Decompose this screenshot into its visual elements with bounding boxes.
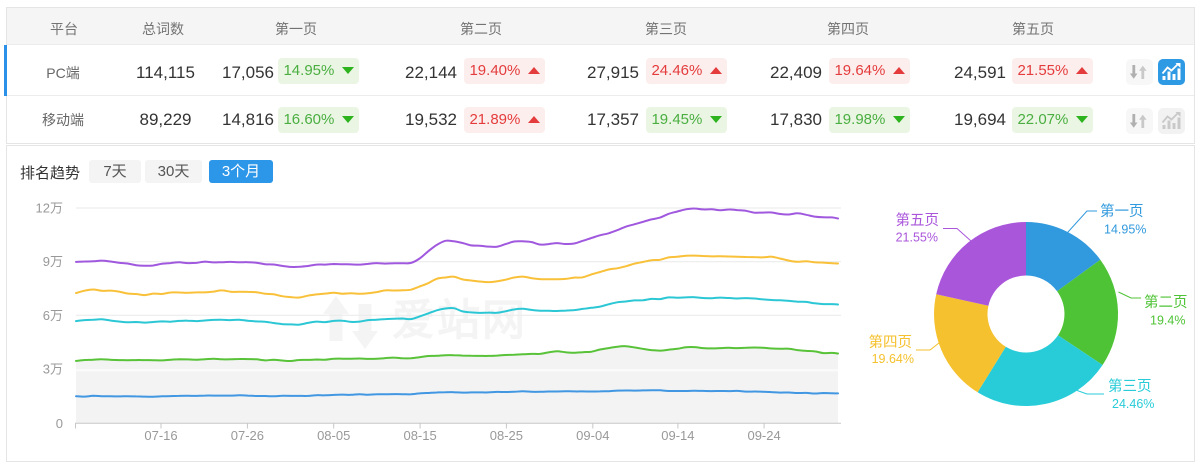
svg-text:08-15: 08-15 — [403, 428, 436, 443]
svg-text:07-16: 07-16 — [144, 428, 177, 443]
svg-text:第五页: 第五页 — [896, 211, 940, 229]
svg-text:第二页: 第二页 — [1144, 293, 1188, 311]
svg-text:0: 0 — [56, 416, 63, 431]
svg-text:07-26: 07-26 — [231, 428, 264, 443]
svg-text:21.55%: 21.55% — [896, 231, 938, 245]
svg-text:第三页: 第三页 — [1108, 377, 1152, 395]
svg-text:6万: 6万 — [43, 308, 63, 323]
svg-text:08-05: 08-05 — [317, 428, 350, 443]
svg-text:08-25: 08-25 — [490, 428, 523, 443]
svg-text:第一页: 第一页 — [1100, 202, 1144, 220]
svg-text:24.46%: 24.46% — [1112, 397, 1154, 411]
svg-text:19.4%: 19.4% — [1150, 314, 1185, 328]
svg-text:09-04: 09-04 — [576, 428, 609, 443]
svg-text:12万: 12万 — [36, 201, 63, 216]
svg-text:爱站网: 爱站网 — [392, 297, 527, 345]
svg-text:09-14: 09-14 — [661, 428, 694, 443]
svg-text:19.64%: 19.64% — [872, 352, 914, 366]
svg-text:14.95%: 14.95% — [1104, 223, 1146, 237]
svg-text:09-24: 09-24 — [747, 428, 780, 443]
svg-text:3万: 3万 — [43, 362, 63, 377]
svg-text:9万: 9万 — [43, 254, 63, 269]
svg-text:第四页: 第四页 — [869, 333, 913, 351]
